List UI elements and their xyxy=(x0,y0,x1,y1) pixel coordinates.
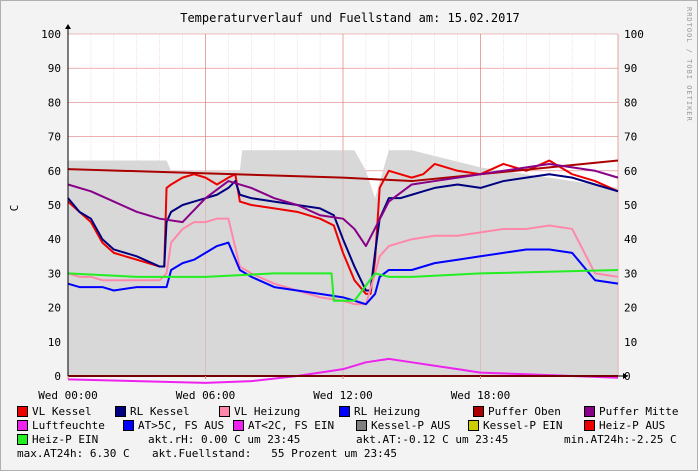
legend-swatch xyxy=(17,420,28,431)
y-tick-label-right: 10 xyxy=(624,336,637,349)
legend-label: VL Heizung xyxy=(234,405,301,418)
y-tick-label-left: 50 xyxy=(48,199,61,212)
legend-item: RL Heizung xyxy=(339,405,420,418)
legend-item: VL Kessel xyxy=(17,405,92,418)
y-tick-label-right: 80 xyxy=(624,96,637,109)
x-tick-label: Wed 12:00 xyxy=(313,389,373,401)
y-tick-label-left: 90 xyxy=(48,62,61,75)
y-tick-label-left: 20 xyxy=(48,302,61,315)
legend-label: Kessel-P EIN xyxy=(483,419,563,432)
chart: Temperaturverlauf und Fuellstand am: 15.… xyxy=(8,11,644,401)
y-tick-label-left: 60 xyxy=(48,165,61,178)
x-tick-label: Wed 18:00 xyxy=(451,389,511,401)
legend-label: Heiz-P AUS xyxy=(599,419,666,432)
legend-item: Puffer Oben xyxy=(473,405,561,418)
stat-max-at24h: max.AT24h: 6.30 C xyxy=(17,447,130,460)
legend-label: RL Kessel xyxy=(130,405,190,418)
y-tick-label-right: 40 xyxy=(624,233,637,246)
y-axis-arrow xyxy=(65,24,71,29)
legend-label: AT<2C, FS EIN xyxy=(248,419,335,432)
y-tick-label-left: 0 xyxy=(54,370,61,383)
legend-item: Puffer Mitte xyxy=(584,405,678,418)
legend-label: VL Kessel xyxy=(32,405,92,418)
legend-swatch xyxy=(123,420,134,431)
series-line-puffer-mitte xyxy=(67,162,619,248)
x-axis-arrow xyxy=(623,373,628,379)
legend-label: Puffer Oben xyxy=(488,405,561,418)
plot-area: 0 0 10 10 20 20 30 30 40 40 50 50 60 60 70 70 80 80 90 90 10… xyxy=(38,24,644,401)
legend-swatch xyxy=(584,420,595,431)
y-tick-label-left: 10 xyxy=(48,336,61,349)
legend-swatch xyxy=(233,420,244,431)
chart-title: Temperaturverlauf und Fuellstand am: 15.… xyxy=(180,11,520,25)
y-tick-label-left: 80 xyxy=(48,96,61,109)
legend-swatch xyxy=(584,406,595,417)
legend-label: Kessel-P AUS xyxy=(371,419,451,432)
x-tick-label: Wed 00:00 xyxy=(38,389,98,401)
series-line-rl-kessel xyxy=(67,173,619,292)
legend-swatch xyxy=(356,420,367,431)
stat-akt-fuellstand: akt.Fuellstand: 55 Prozent um 23:45 xyxy=(152,447,398,460)
legend-label: Heiz-P EIN xyxy=(32,433,99,446)
legend-item: Kessel-P EIN xyxy=(468,419,562,432)
stat-akt-at: akt.AT:-0.12 C um 23:45 xyxy=(356,433,509,446)
series-line-puffer-oben xyxy=(67,159,619,183)
legend-item: Luftfeuchte xyxy=(17,419,105,432)
legend-swatch xyxy=(17,434,28,445)
legend-item: Kessel-P AUS xyxy=(356,419,450,432)
x-tick-label: Wed 06:00 xyxy=(176,389,236,401)
legend-label: Luftfeuchte xyxy=(32,419,105,432)
y-tick-label-left: 30 xyxy=(48,267,61,280)
y-tick-label-right: 50 xyxy=(624,199,637,212)
y-tick-label-right: 30 xyxy=(624,267,637,280)
watermark: RRDTOOL / TOBI OETIKER xyxy=(685,7,693,122)
y-tick-label-left: 70 xyxy=(48,131,61,144)
legend-swatch xyxy=(115,406,126,417)
legend-label: RL Heizung xyxy=(354,405,421,418)
legend-item: AT>5C, FS AUS xyxy=(123,419,224,432)
y-tick-label-right: 90 xyxy=(624,62,637,75)
legend-item: Heiz-P AUS xyxy=(584,419,665,432)
y-tick-label-right: 0 xyxy=(624,370,631,383)
legend-item: RL Kessel xyxy=(115,405,190,418)
legend-label: AT>5C, FS AUS xyxy=(138,419,225,432)
series-line-at-2c-fs-ein xyxy=(67,357,619,384)
y-tick-label-right: 60 xyxy=(624,165,637,178)
legend-swatch xyxy=(468,420,479,431)
stat-akt-rh: akt.rH: 0.00 C um 23:45 xyxy=(148,433,301,446)
series-line-heiz-p-ein xyxy=(67,268,619,302)
y-tick-label-left: 100 xyxy=(41,28,61,41)
legend-swatch xyxy=(473,406,484,417)
legend-swatch xyxy=(17,406,28,417)
legend-item: AT<2C, FS EIN xyxy=(233,419,334,432)
legend-swatch xyxy=(339,406,350,417)
legend-item: Heiz-P EIN xyxy=(17,433,98,446)
legend-label: Puffer Mitte xyxy=(599,405,679,418)
y-tick-label-right: 70 xyxy=(624,131,637,144)
y-tick-label-right: 20 xyxy=(624,302,637,315)
legend-swatch xyxy=(219,406,230,417)
legend-item: VL Heizung xyxy=(219,405,300,418)
stat-min-at24h: min.AT24h:-2.25 C xyxy=(564,433,677,446)
y-tick-label-right: 100 xyxy=(624,28,644,41)
series-line-rl-heizung xyxy=(67,241,619,306)
y-axis-label: C xyxy=(8,205,21,212)
y-tick-label-left: 40 xyxy=(48,233,61,246)
